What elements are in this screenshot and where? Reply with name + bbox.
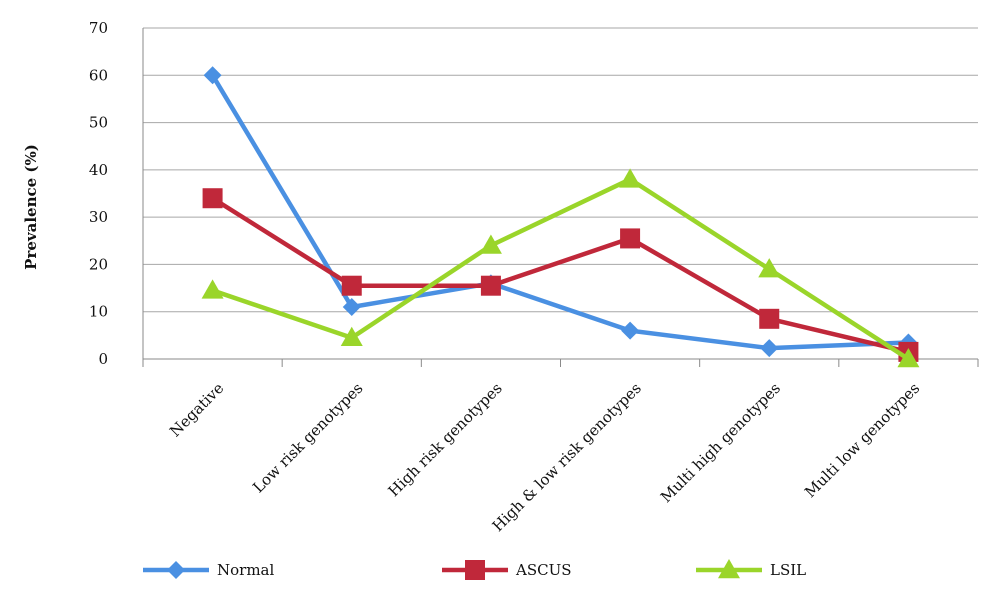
x-tick-label: Multi low genotypes [801,379,923,501]
data-point-normal [342,297,361,316]
data-point-ascus [620,228,641,249]
legend-swatch-marker [167,561,185,579]
data-point-normal [203,66,222,85]
legend-label: LSIL [770,561,806,579]
series-lsil [201,168,920,368]
series-lines [201,66,920,368]
legend-item-lsil: LSIL [696,559,806,579]
x-tick-label: Multi high genotypes [657,379,784,506]
data-point-ascus [341,275,362,296]
data-point-lsil [201,279,224,299]
data-point-ascus [480,275,501,296]
y-tick-label: 30 [89,208,108,226]
legend-item-normal: Normal [143,561,274,579]
data-point-lsil [897,348,920,368]
series-line-lsil [211,177,910,361]
data-point-normal [621,321,640,340]
data-point-normal [760,339,779,358]
y-tick-label: 0 [98,350,108,368]
y-tick-label: 40 [89,161,108,179]
y-axis-title: Prevalence (%) [22,144,40,270]
gridlines [143,27,978,313]
data-point-lsil [479,234,502,254]
y-tick-label: 60 [89,66,108,84]
series-line-normal [210,74,909,351]
legend-item-ascus: ASCUS [442,560,572,580]
data-point-lsil [619,168,642,188]
axes: 0 10 20 30 40 50 60 70 Negative Low risk genotype… [89,19,979,535]
legend-label: Normal [217,561,274,579]
x-tick-label: Negative [166,379,227,440]
series-line-ascus [211,196,909,355]
x-tick-label: High & low risk genotypes [489,379,645,535]
data-point-lsil [340,326,363,346]
legend-swatch-marker [718,559,740,579]
data-point-ascus [759,308,780,329]
y-tick-label: 20 [89,255,108,273]
data-point-ascus [202,188,223,209]
x-tick-label: High risk genotypes [385,379,506,500]
y-tick-label: 50 [89,114,108,132]
x-tick-label: Low risk genotypes [249,379,366,496]
legend-swatch-marker [465,560,485,580]
y-tick-label: 10 [89,303,108,321]
y-tick-label: 70 [89,19,108,37]
data-point-lsil [758,258,781,278]
legend-label: ASCUS [515,561,572,579]
legend: Normal ASCUS LSIL [143,559,806,580]
